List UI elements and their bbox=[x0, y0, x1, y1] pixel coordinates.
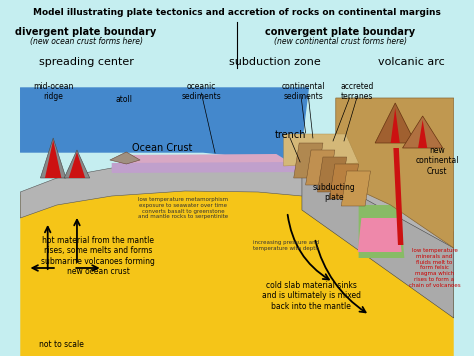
Text: (new continental crust forms here): (new continental crust forms here) bbox=[274, 37, 407, 46]
Polygon shape bbox=[391, 108, 400, 143]
Polygon shape bbox=[294, 143, 323, 178]
Text: trench: trench bbox=[274, 130, 306, 140]
Polygon shape bbox=[302, 164, 454, 318]
Polygon shape bbox=[119, 154, 291, 168]
Polygon shape bbox=[329, 164, 359, 199]
Text: Ocean Crust: Ocean Crust bbox=[132, 143, 192, 153]
Polygon shape bbox=[20, 88, 308, 162]
Polygon shape bbox=[20, 162, 454, 285]
Polygon shape bbox=[418, 120, 427, 148]
Polygon shape bbox=[64, 150, 90, 178]
Polygon shape bbox=[358, 218, 401, 252]
Text: subduction zone: subduction zone bbox=[228, 57, 320, 67]
Polygon shape bbox=[318, 157, 347, 192]
Polygon shape bbox=[336, 98, 454, 248]
Text: subducting
plate: subducting plate bbox=[312, 183, 356, 203]
Polygon shape bbox=[306, 150, 335, 185]
Text: not to scale: not to scale bbox=[38, 340, 83, 349]
Text: new
continental
Crust: new continental Crust bbox=[416, 146, 459, 176]
Polygon shape bbox=[283, 134, 359, 166]
Text: increasing pressure and
temperature with depth: increasing pressure and temperature with… bbox=[253, 240, 319, 251]
Polygon shape bbox=[375, 103, 415, 143]
Text: Model illustrating plate tectonics and accretion of rocks on continental margins: Model illustrating plate tectonics and a… bbox=[33, 8, 441, 17]
Polygon shape bbox=[69, 152, 85, 178]
Text: low temperature metamorphism
exposure to seawater over time
converts basalt to g: low temperature metamorphism exposure to… bbox=[138, 197, 228, 219]
Text: cold slab material sinks
and is ultimately is mixed
back into the mantle: cold slab material sinks and is ultimate… bbox=[262, 281, 361, 311]
Text: accreted
terranes: accreted terranes bbox=[340, 82, 374, 101]
Polygon shape bbox=[393, 148, 403, 245]
Text: hot material from the mantle
rises, some melts and forms
submarine volcanoes for: hot material from the mantle rises, some… bbox=[41, 236, 155, 276]
Polygon shape bbox=[112, 162, 306, 173]
Text: volcanic arc: volcanic arc bbox=[378, 57, 445, 67]
Polygon shape bbox=[40, 138, 66, 178]
Text: low temperature
minerals and
fluids melt to
form felsic
magma which
rises to for: low temperature minerals and fluids melt… bbox=[409, 248, 460, 288]
Text: continental
sediments: continental sediments bbox=[282, 82, 326, 101]
Polygon shape bbox=[20, 170, 454, 356]
Polygon shape bbox=[45, 140, 62, 178]
Polygon shape bbox=[341, 171, 371, 206]
Text: atoll: atoll bbox=[115, 95, 132, 104]
Text: convergent plate boundary: convergent plate boundary bbox=[265, 27, 415, 37]
Polygon shape bbox=[110, 152, 140, 164]
Polygon shape bbox=[359, 205, 404, 258]
Text: mid-ocean
ridge: mid-ocean ridge bbox=[33, 82, 73, 101]
Text: oceanic
sediments: oceanic sediments bbox=[182, 82, 221, 101]
Text: (new ocean crust forms here): (new ocean crust forms here) bbox=[29, 37, 143, 46]
Polygon shape bbox=[402, 116, 443, 148]
Text: divergent plate boundary: divergent plate boundary bbox=[16, 27, 157, 37]
Text: spreading center: spreading center bbox=[39, 57, 134, 67]
